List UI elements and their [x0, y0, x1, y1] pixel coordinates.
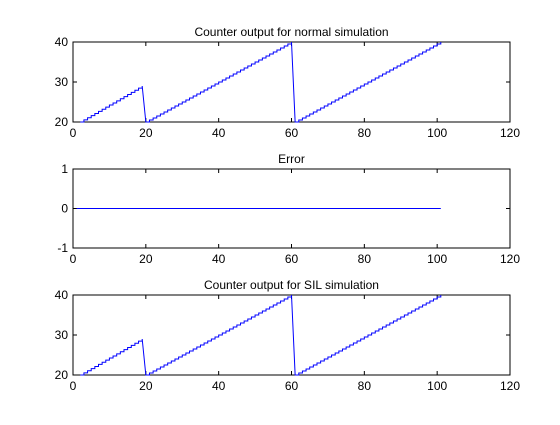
sil-simulation-xtick-label: 0 — [70, 379, 77, 393]
sil-simulation-axes-box — [72, 294, 511, 376]
sil-simulation-xtick-label: 20 — [139, 379, 153, 393]
sil-simulation-xtick-label: 120 — [500, 379, 520, 393]
error-xtick-label: 80 — [358, 252, 372, 266]
sil-simulation-xtick-label: 100 — [427, 379, 447, 393]
error-xtick-label: 20 — [139, 252, 153, 266]
normal-simulation-xtick-label: 40 — [212, 126, 226, 140]
normal-simulation-xtick-label: 60 — [285, 126, 299, 140]
sil-simulation-series-line — [80, 294, 442, 376]
error-xtick-label: 60 — [285, 252, 299, 266]
error-ytick-label: 0 — [61, 202, 68, 216]
error-ytick-label: -1 — [57, 241, 68, 255]
normal-simulation-title: Counter output for normal simulation — [194, 25, 388, 39]
normal-simulation-xtick-label: 0 — [70, 126, 77, 140]
normal-simulation-xtick-label: 120 — [500, 126, 520, 140]
sil-simulation-ytick-label: 30 — [55, 328, 69, 342]
error-title: Error — [278, 152, 305, 166]
error-xtick-label: 120 — [500, 252, 520, 266]
sil-simulation-xtick-label: 80 — [358, 379, 372, 393]
normal-simulation-series-line — [80, 41, 442, 123]
normal-simulation-xtick-label: 20 — [139, 126, 153, 140]
sil-simulation-ytick-label: 20 — [55, 368, 69, 382]
sil-simulation-xtick-label: 60 — [285, 379, 299, 393]
normal-simulation-xtick-label: 100 — [427, 126, 447, 140]
sil-simulation-xtick-label: 40 — [212, 379, 226, 393]
normal-simulation-ytick-label: 20 — [55, 115, 69, 129]
error-xtick-label: 40 — [212, 252, 226, 266]
error-xtick-label: 100 — [427, 252, 447, 266]
normal-simulation-axes-box — [72, 41, 511, 123]
normal-simulation-xtick-label: 80 — [358, 126, 372, 140]
error-xtick-label: 0 — [70, 252, 77, 266]
normal-simulation-ytick-label: 30 — [55, 75, 69, 89]
normal-simulation-ytick-label: 40 — [55, 35, 69, 49]
sil-simulation-title: Counter output for SIL simulation — [204, 278, 379, 292]
error-ytick-label: 1 — [61, 162, 68, 176]
sil-simulation-ytick-label: 40 — [55, 288, 69, 302]
